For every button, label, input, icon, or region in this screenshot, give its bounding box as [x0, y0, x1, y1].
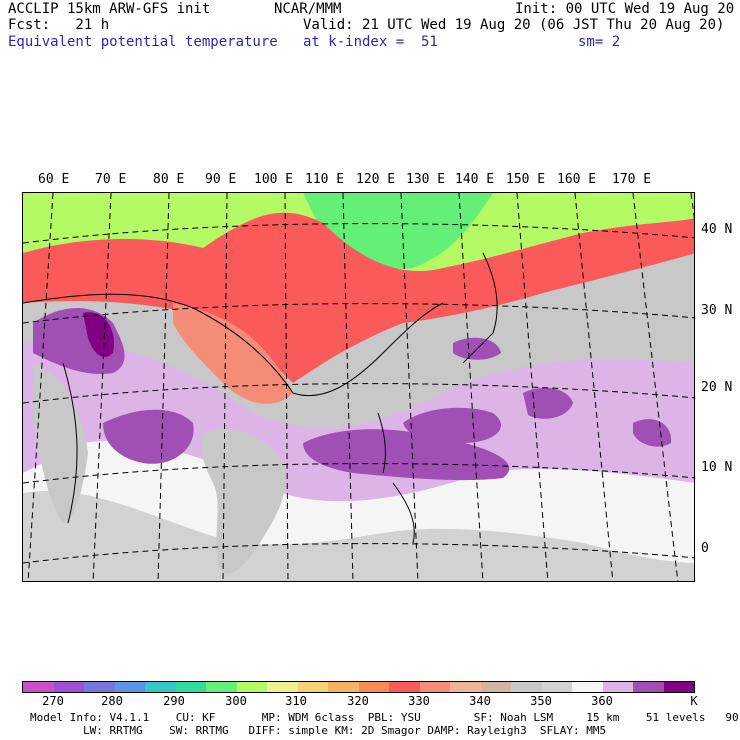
purple-patch-philippine-sea: [403, 407, 502, 443]
equatorial-grey: [23, 491, 694, 581]
colorbar-tick-label: 340: [469, 694, 491, 708]
colorbar-swatch: [572, 682, 603, 692]
coastline-japan: [462, 252, 498, 364]
colorbar-swatch: [267, 682, 298, 692]
colorbar-swatch: [480, 682, 511, 692]
deep-purple-india: [83, 312, 114, 358]
warm-band-red: [23, 212, 694, 383]
lon-label: 140 E: [455, 172, 495, 187]
colorbar-swatch: [419, 682, 450, 692]
colorbar-swatch: [663, 682, 694, 692]
coastline-taiwan: [377, 412, 386, 474]
colorbar-swatch: [541, 682, 572, 692]
field-name: Equivalent potential temperature: [8, 34, 278, 50]
lon-label: 80 E: [153, 172, 185, 187]
lon-label: 70 E: [95, 172, 127, 187]
coastline-asia: [23, 293, 444, 397]
lon-label: 110 E: [305, 172, 345, 187]
colorbar-tick-label: 310: [285, 694, 307, 708]
valid-time: Valid: 21 UTC Wed 19 Aug 20 (06 JST Thu …: [303, 17, 725, 33]
lat-label: 20 N: [701, 380, 733, 395]
colorbar-swatch: [511, 682, 542, 692]
colorbar-tick-label: 320: [347, 694, 369, 708]
colorbar-tick-label: 270: [42, 694, 64, 708]
coastline-philippines: [392, 482, 415, 544]
map-graphic: [23, 193, 694, 581]
lon-label: 100 E: [254, 172, 294, 187]
lat-label: 40 N: [701, 222, 733, 237]
colorbar-swatch: [358, 682, 389, 692]
lon-label: 120 E: [356, 172, 396, 187]
lat-label: 0: [701, 541, 709, 556]
warm-band-salmon: [173, 303, 293, 404]
colorbar-swatch: [236, 682, 267, 692]
colorbar-swatch: [114, 682, 145, 692]
map-panel: [22, 192, 695, 582]
smoothing: sm= 2: [578, 34, 621, 50]
purple-patch-bay: [103, 409, 194, 464]
colorbar-swatch: [602, 682, 633, 692]
lon-label: 60 E: [38, 172, 70, 187]
lat-label: 30 N: [701, 303, 733, 318]
colorbar-tick-label: 350: [530, 694, 552, 708]
colorbar-swatch: [633, 682, 664, 692]
purple-patch-pacific: [523, 387, 573, 419]
colorbar-unit: K: [690, 694, 698, 708]
lon-label: 160 E: [557, 172, 597, 187]
lat-label: 10 N: [701, 460, 733, 475]
colorbar: [22, 681, 695, 693]
model-info-line1: Model Info: V4.1.1 CU: KF MP: WDM 6class…: [30, 711, 740, 724]
colorbar-tick-label: 300: [225, 694, 247, 708]
center-label: NCAR/MMM: [274, 1, 342, 17]
colorbar-tick-label: 280: [101, 694, 123, 708]
forecast-hour: Fcst: 21 h: [8, 17, 110, 33]
colorbar-swatch: [389, 682, 420, 692]
colorbar-swatch: [450, 682, 481, 692]
model-title: ACCLIP 15km ARW-GFS init: [8, 1, 211, 17]
colorbar-swatch: [206, 682, 237, 692]
colorbar-swatch: [175, 682, 206, 692]
init-time: Init: 00 UTC Wed 19 Aug 20: [515, 1, 735, 17]
lon-label: 130 E: [406, 172, 446, 187]
lon-label: 150 E: [506, 172, 546, 187]
colorbar-swatch: [328, 682, 359, 692]
level-index: at k-index = 51: [303, 34, 438, 50]
purple-patch-east: [633, 419, 672, 447]
colorbar-tick-label: 360: [591, 694, 613, 708]
india-land: [33, 363, 88, 523]
colorbar-swatch: [84, 682, 115, 692]
colorbar-swatch: [145, 682, 176, 692]
lon-label: 170 E: [612, 172, 652, 187]
lon-label: 90 E: [205, 172, 237, 187]
colorbar-tick-label: 330: [408, 694, 430, 708]
colorbar-swatch: [23, 682, 54, 692]
graticule: [23, 193, 694, 581]
colorbar-tick-label: 290: [163, 694, 185, 708]
coastline-india: [62, 362, 78, 524]
model-info-line2: LW: RRTMG SW: RRTMG DIFF: simple KM: 2D …: [30, 724, 607, 737]
colorbar-swatch: [53, 682, 84, 692]
colorbar-swatch: [297, 682, 328, 692]
